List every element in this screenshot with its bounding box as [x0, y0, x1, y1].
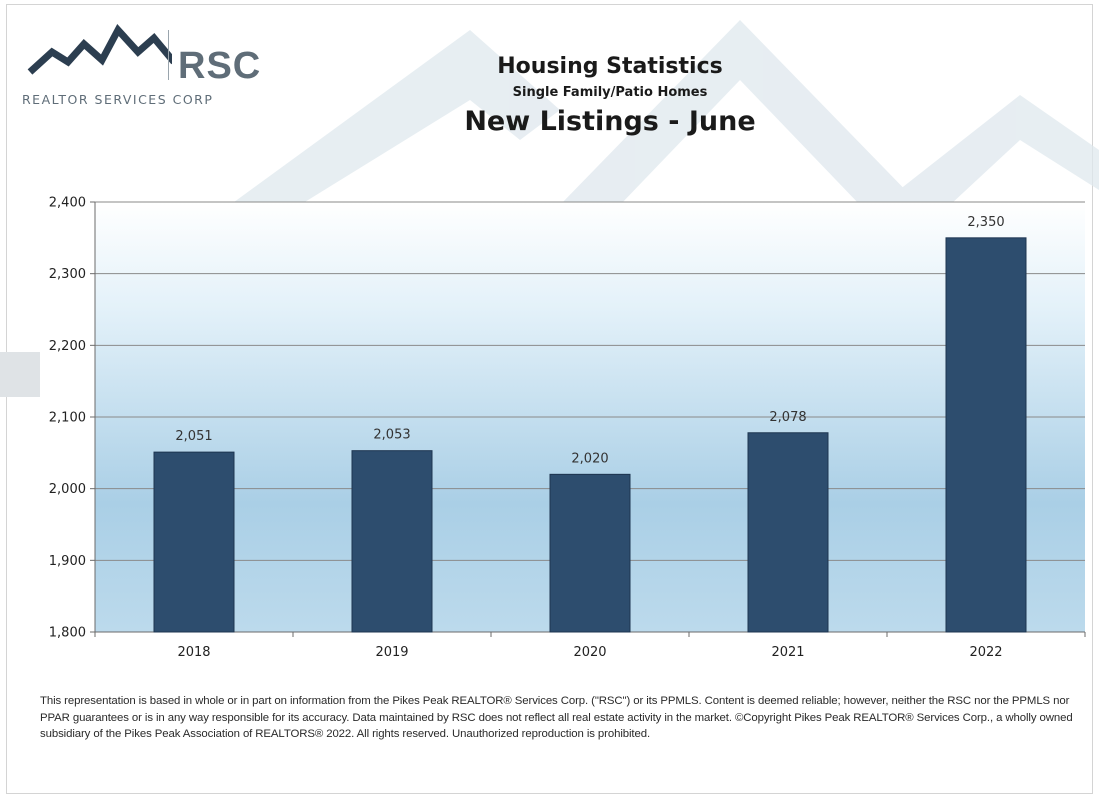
bar-2018	[153, 451, 235, 633]
data-label-2022: 2,350	[967, 215, 1004, 230]
logo: RSC REALTOR SERVICES CORP	[22, 22, 262, 112]
y-tick-label: 2,200	[49, 339, 86, 354]
data-label-2020: 2,020	[571, 451, 608, 466]
bar-chart: 1,800 1,900 2,000 2,100 2,200 2,300 2,400 2018…	[49, 196, 1086, 660]
bar-2019	[351, 450, 433, 633]
x-tick-label-2019: 2019	[375, 645, 408, 660]
x-tick-label-2022: 2022	[969, 645, 1002, 660]
data-label-2019: 2,053	[373, 428, 410, 443]
data-label-2018: 2,051	[175, 429, 212, 444]
y-tick-label: 1,800	[49, 626, 86, 641]
y-tick-label: 2,400	[49, 196, 86, 211]
y-tick-label: 2,100	[49, 411, 86, 426]
mountain-peaks-icon	[27, 23, 172, 75]
header: Housing Statistics Single Family/Patio H…	[400, 52, 820, 140]
bar-2020	[549, 473, 631, 633]
watermark-side-bar	[0, 352, 40, 397]
y-tick-label: 1,900	[49, 554, 86, 569]
chart-title: New Listings - June	[464, 106, 756, 137]
y-axis: 1,800 1,900 2,000 2,100 2,200 2,300 2,400	[49, 196, 95, 641]
x-tick-label-2020: 2020	[573, 645, 606, 660]
logo-name: RSC	[178, 45, 262, 87]
page-subtitle: Single Family/Patio Homes	[512, 85, 708, 100]
bar-2022	[945, 237, 1027, 633]
logo-tagline: REALTOR SERVICES CORP	[22, 92, 214, 107]
x-axis: 2018 2019 2020 2021 2022	[94, 632, 1086, 660]
page-frame	[6, 4, 1093, 794]
data-labels: 2,051 2,053 2,020 2,078 2,350	[175, 215, 1004, 467]
x-tick-label-2021: 2021	[771, 645, 804, 660]
bars	[153, 237, 1027, 633]
x-tick-label-2018: 2018	[177, 645, 210, 660]
bar-2021	[747, 432, 829, 633]
page-title: Housing Statistics	[497, 54, 723, 79]
y-tick-label: 2,300	[49, 267, 86, 282]
logo-divider	[168, 30, 169, 80]
disclaimer-text: This representation is based in whole or…	[40, 695, 1073, 740]
mountain-watermark-icon	[230, 20, 1099, 205]
data-label-2021: 2,078	[769, 410, 806, 425]
y-tick-label: 2,000	[49, 482, 86, 497]
